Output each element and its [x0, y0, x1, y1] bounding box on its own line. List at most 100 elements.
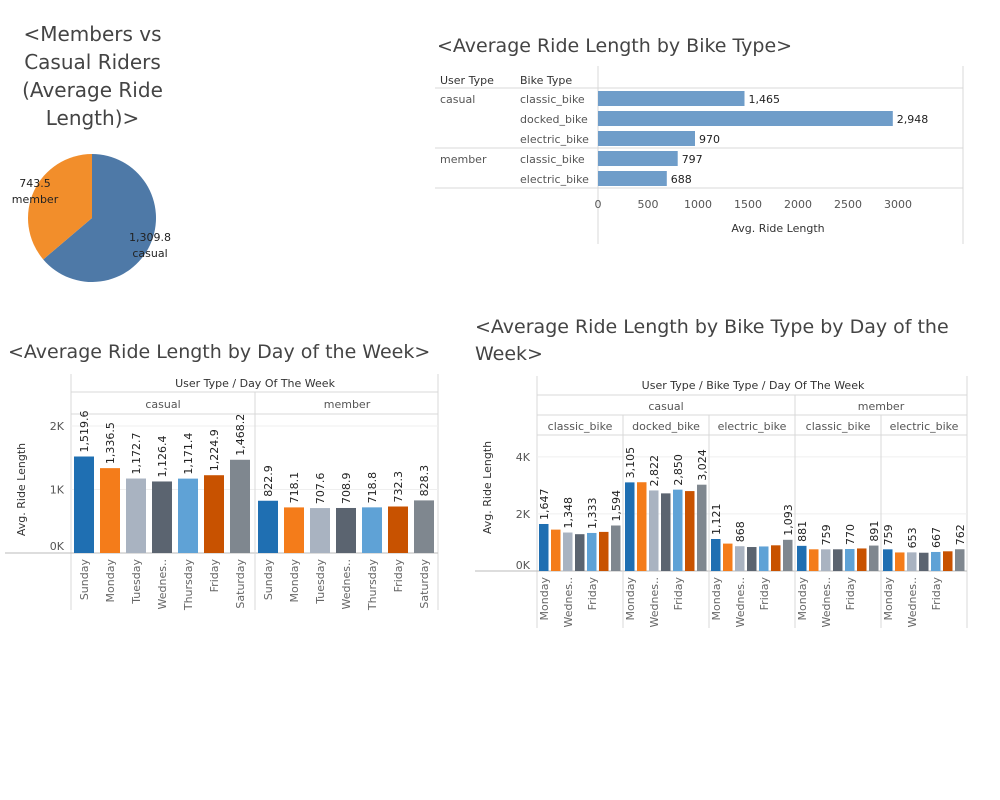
- bar-value-label: 1,171.4: [182, 433, 195, 475]
- x-tick-label: Wednes..: [648, 577, 661, 627]
- x-tick-label: Friday: [672, 577, 685, 611]
- bar-casual-classic_bike: [587, 532, 597, 571]
- x-tick-label: Wednes..: [340, 559, 353, 609]
- bar-member-classic_bike: [821, 549, 831, 571]
- x-tick-label: Wednes..: [820, 577, 833, 627]
- x-tick-label: Wednes..: [906, 577, 919, 627]
- bar-member-classic_bike: [797, 545, 807, 571]
- x-tick-label: Monday: [624, 577, 637, 621]
- bar-value-label: 1,348: [562, 497, 575, 529]
- pie-chart: 1,309.8 casual 743.5 member: [12, 154, 171, 282]
- bar-value-label: 667: [930, 527, 943, 548]
- group-label-casual: casual: [440, 93, 475, 106]
- bar-value-label: 732.3: [392, 471, 405, 503]
- group-label-member: member: [440, 153, 487, 166]
- header-bike-type: Bike Type: [520, 74, 572, 87]
- pie-label-name-casual: casual: [132, 247, 167, 260]
- bar-member-Tuesday: [310, 508, 330, 553]
- bar-value-label: 653: [906, 527, 919, 548]
- bar-member-classic_bike: [833, 549, 843, 571]
- bar-member-classic_bike: [869, 545, 879, 571]
- bike-label-electric_bike: electric_bike: [718, 420, 787, 433]
- header-user-type: User Type: [440, 74, 494, 87]
- bar-value-label: 1,224.9: [208, 429, 221, 471]
- bar-casual-classic_bike: [611, 525, 621, 571]
- bar-casual-electric_bike: [759, 546, 769, 571]
- bar-value-label: 1,093: [782, 504, 795, 536]
- pie-label-value-casual: 1,309.8: [129, 231, 171, 244]
- bar-member-electric_bike: [907, 552, 917, 571]
- bike-chart-title: <Average Ride Length by Bike Type>: [437, 35, 793, 57]
- bar-value-label: 1,465: [749, 93, 781, 106]
- x-tick-label: Friday: [586, 577, 599, 611]
- bar-casual-Tuesday: [126, 478, 146, 553]
- x-tick-label: Wednes..: [156, 559, 169, 609]
- bar-casual-electric_bike: [747, 547, 757, 571]
- bar-value-label: 1,336.5: [104, 422, 117, 464]
- bar-member-Friday: [388, 506, 408, 553]
- bar-value-label: 762: [954, 524, 967, 545]
- bar-member-Thursday: [362, 507, 382, 553]
- bar-value-label: 970: [699, 133, 720, 146]
- bar-casual-Friday: [204, 475, 224, 553]
- group-label-casual: casual: [145, 398, 180, 411]
- bar-value-label: 707.6: [314, 473, 327, 505]
- bar-casual-electric_bike: [598, 131, 695, 146]
- row-label-bike: classic_bike: [520, 93, 585, 106]
- bbd-chart-title: <Average Ride Length by Bike Type by Day…: [475, 316, 949, 365]
- row-label-bike: docked_bike: [520, 113, 588, 126]
- bar-casual-Saturday: [230, 459, 250, 553]
- x-tick-label: Thursday: [182, 559, 195, 612]
- row-label-bike: electric_bike: [520, 133, 589, 146]
- y-tick-label: 0K: [516, 559, 531, 572]
- y-axis-title: Avg. Ride Length: [15, 443, 28, 536]
- x-tick-label: 3000: [884, 198, 912, 211]
- y-axis-title: Avg. Ride Length: [481, 441, 494, 534]
- header-title: User Type / Day Of The Week: [175, 377, 336, 390]
- x-tick-label: 500: [638, 198, 659, 211]
- y-tick-label: 4K: [516, 451, 531, 464]
- pie-chart-title: <Members vs Casual Riders (Average Ride …: [22, 22, 163, 130]
- x-tick-label: Monday: [104, 559, 117, 603]
- x-tick-label: Monday: [538, 577, 551, 621]
- bike-label-classic_bike: classic_bike: [806, 420, 871, 433]
- bar-member-electric_bike: [919, 552, 929, 571]
- bar-value-label: 718.8: [366, 472, 379, 504]
- bar-member-Saturday: [414, 500, 434, 553]
- x-tick-label: Friday: [844, 577, 857, 611]
- bar-value-label: 688: [671, 173, 692, 186]
- row-label-bike: classic_bike: [520, 153, 585, 166]
- x-tick-label: Tuesday: [130, 559, 143, 605]
- user-label-member: member: [858, 400, 905, 413]
- bar-member-electric_bike: [883, 549, 893, 571]
- x-tick-label: 2500: [834, 198, 862, 211]
- bar-casual-electric_bike: [735, 546, 745, 571]
- bar-value-label: 708.9: [340, 472, 353, 504]
- bike-label-electric_bike: electric_bike: [890, 420, 959, 433]
- bar-casual-electric_bike: [783, 539, 793, 571]
- bar-member-classic_bike: [845, 549, 855, 571]
- bar-casual-docked_bike: [697, 484, 707, 571]
- bar-casual-electric_bike: [771, 545, 781, 571]
- y-tick-label: 1K: [50, 484, 65, 497]
- bar-member-Monday: [284, 507, 304, 553]
- bike-label-docked_bike: docked_bike: [632, 420, 700, 433]
- bar-casual-Monday: [100, 468, 120, 553]
- bar-value-label: 2,822: [648, 455, 661, 487]
- dow-chart-title: <Average Ride Length by Day of the Week>: [8, 341, 431, 363]
- x-tick-label: 1000: [684, 198, 712, 211]
- bar-value-label: 718.1: [288, 472, 301, 504]
- bar-casual-classic_bike: [599, 531, 609, 571]
- header-title: User Type / Bike Type / Day Of The Week: [642, 379, 865, 392]
- bar-casual-docked_bike: [673, 489, 683, 571]
- bar-value-label: 1,121: [710, 504, 723, 535]
- x-tick-label: Monday: [288, 559, 301, 603]
- bar-value-label: 1,172.7: [130, 433, 143, 475]
- bar-value-label: 797: [682, 153, 703, 166]
- bar-casual-docked_bike: [685, 491, 695, 571]
- pie-label-value-member: 743.5: [19, 177, 51, 190]
- bar-member-electric_bike: [931, 551, 941, 571]
- bar-value-label: 891: [868, 521, 881, 542]
- bar-value-label: 3,024: [696, 449, 709, 481]
- bar-value-label: 3,105: [624, 447, 637, 479]
